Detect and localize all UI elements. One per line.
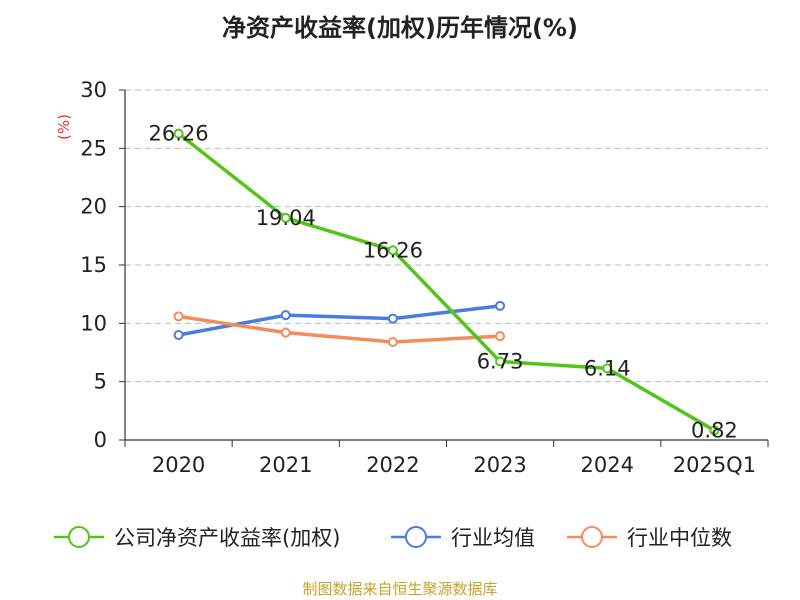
source-note: 制图数据来自恒生聚源数据库: [302, 580, 498, 598]
data-label: 26.26: [149, 122, 209, 146]
y-tick-label: 10: [80, 311, 107, 335]
series-line: [178, 314, 501, 344]
legend-marker: [581, 526, 603, 548]
data-point: [495, 356, 506, 367]
legend-item: 行业均值: [391, 526, 535, 550]
legend-label: 行业均值: [451, 526, 535, 550]
legend-item: 行业中位数: [567, 526, 732, 550]
data-label: 6.73: [477, 349, 524, 373]
y-tick-label: 5: [94, 370, 107, 394]
legend-marker: [405, 526, 427, 548]
legend-label: 公司净资产收益率(加权): [114, 526, 340, 550]
x-axis: 2020 2021 2022 2023 2024 2025Q1: [124, 439, 769, 477]
y-axis-unit: (%): [55, 114, 73, 140]
x-tick-label: 2021: [259, 453, 312, 477]
y-axis: 0 5 10 15 20 25 30: [80, 78, 126, 452]
y-tick-label: 25: [80, 136, 107, 160]
y-tick-label: 15: [80, 253, 107, 277]
gridlines: [125, 89, 768, 383]
data-label: 16.26: [363, 238, 423, 262]
legend-item: 公司净资产收益率(加权): [54, 526, 340, 550]
series-line: [177, 132, 716, 432]
x-tick-label: 2022: [366, 453, 419, 477]
y-tick-label: 0: [94, 428, 107, 452]
data-point: [387, 245, 398, 256]
data-point: [709, 425, 720, 436]
data-point: [602, 363, 613, 374]
data-label: 6.14: [584, 356, 631, 380]
data-point: [387, 313, 398, 324]
y-tick-label: 20: [80, 195, 107, 219]
data-point: [173, 330, 184, 340]
data-point: [280, 212, 291, 223]
chart-title: 净资产收益率(加权)历年情况(%): [222, 14, 578, 42]
data-point: [280, 327, 291, 338]
series-lines: [173, 128, 720, 436]
data-point: [495, 331, 506, 342]
data-point: [173, 311, 184, 322]
data-label: 0.82: [691, 418, 738, 442]
data-point: [387, 337, 398, 347]
data-point: [173, 128, 184, 139]
x-tick-label: 2025Q1: [673, 453, 756, 477]
legend: 公司净资产收益率(加权) 行业均值 行业中位数: [54, 526, 732, 550]
x-tick-label: 2024: [581, 453, 634, 477]
x-tick-label: 2020: [152, 453, 205, 477]
x-tick-label: 2023: [473, 453, 526, 477]
legend-label: 行业中位数: [627, 526, 732, 550]
data-point: [495, 300, 506, 311]
legend-marker: [68, 526, 90, 548]
data-label: 19.04: [256, 206, 316, 230]
data-point: [280, 310, 291, 321]
data-labels: 26.26 19.04 16.26 6.73 6.14 0.82: [149, 122, 738, 443]
y-tick-label: 30: [80, 78, 107, 102]
